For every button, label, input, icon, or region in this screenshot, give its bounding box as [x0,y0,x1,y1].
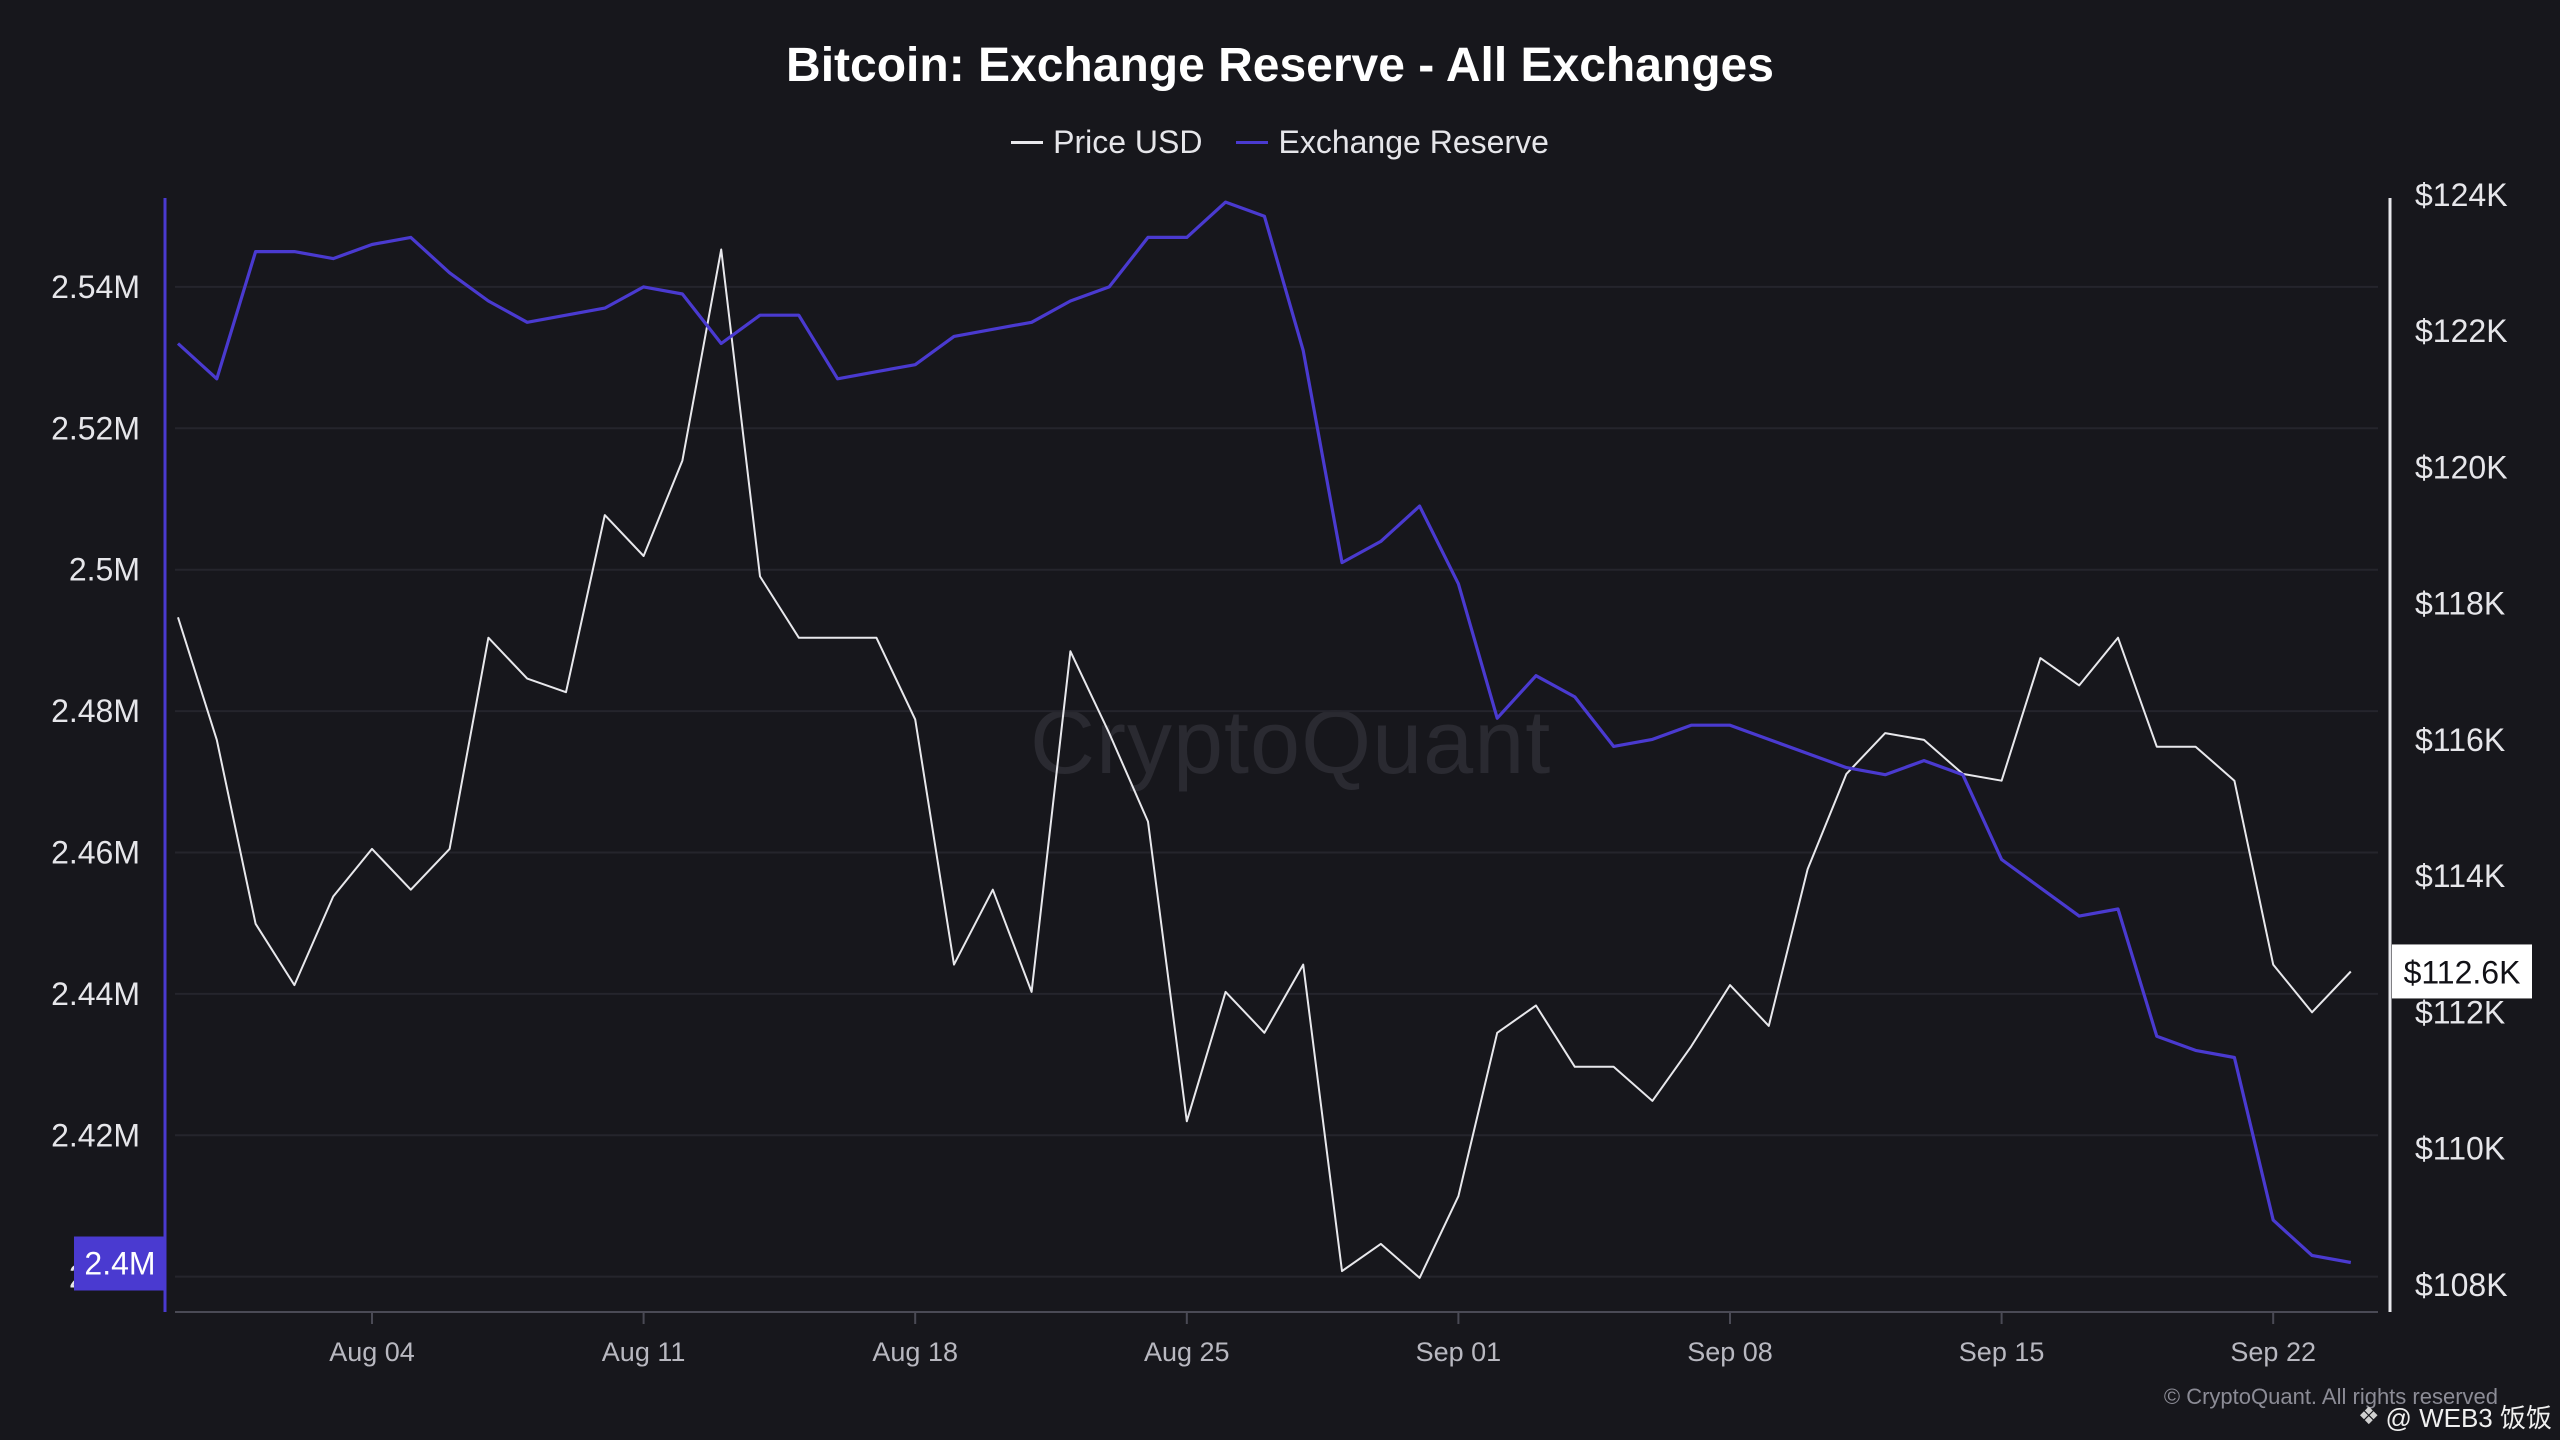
right-tick-label-2: $120K [2415,449,2508,485]
legend-item-reserve[interactable]: Exchange Reserve [1236,124,1549,161]
exchange-reserve-line [176,200,2352,1265]
x-tick-label-6: Sep 15 [1959,1337,2045,1367]
right-tick-label-8: $108K [2415,1267,2508,1303]
left-tick-label-6: 2.42M [51,1117,140,1153]
current-reserve-label: 2.4M [84,1246,155,1282]
author-credit: ❖ @ WEB3 饭饭 [2358,1398,2552,1435]
current-reserve-badge [74,1236,165,1291]
left-tick-label-0: 2.54M [51,269,140,305]
right-tick-label-3: $118K [2415,586,2505,622]
chart-legend: Price USD Exchange Reserve [0,124,2560,161]
current-price-badge [2392,944,2532,999]
x-tick-label-0: Aug 04 [329,1337,415,1367]
diamond-logo-icon: ❖ [2357,1403,2380,1430]
x-tick-label-5: Sep 08 [1687,1337,1773,1367]
left-tick-label-2: 2.5M [69,552,140,588]
right-tick-label-5: $114K [2415,858,2505,894]
credit-text: @ WEB3 饭饭 [2385,1403,2552,1433]
legend-swatch-reserve [1236,141,1269,144]
left-tick-label-4: 2.46M [51,834,140,870]
legend-label-price: Price USD [1053,124,1203,160]
current-price-label: $112.6K [2404,954,2521,990]
x-tick-label-7: Sep 22 [2230,1337,2316,1367]
x-tick-label-2: Aug 18 [872,1337,958,1367]
chart-title: Bitcoin: Exchange Reserve - All Exchange… [786,39,1774,92]
watermark: CryptoQuant [1030,693,1552,793]
right-tick-label-0: $124K [2415,177,2508,213]
right-tick-label-4: $116K [2415,722,2505,758]
legend-swatch-price [1011,141,1044,144]
copyright-text: © CryptoQuant. All rights reserved [2163,1384,2498,1409]
left-tick-label-5: 2.44M [51,976,140,1012]
left-tick-label-3: 2.48M [51,693,140,729]
x-tick-label-4: Sep 01 [1416,1337,1502,1367]
price-usd-line [177,248,2352,1279]
right-tick-label-6: $112K [2415,994,2505,1030]
right-tick-label-1: $122K [2415,313,2508,349]
legend-label-reserve: Exchange Reserve [1278,124,1549,160]
x-tick-label-1: Aug 11 [602,1337,686,1367]
legend-item-price[interactable]: Price USD [1011,124,1202,161]
right-tick-label-7: $110K [2415,1131,2505,1167]
left-tick-label-1: 2.52M [51,410,140,446]
x-tick-label-3: Aug 25 [1144,1337,1230,1367]
